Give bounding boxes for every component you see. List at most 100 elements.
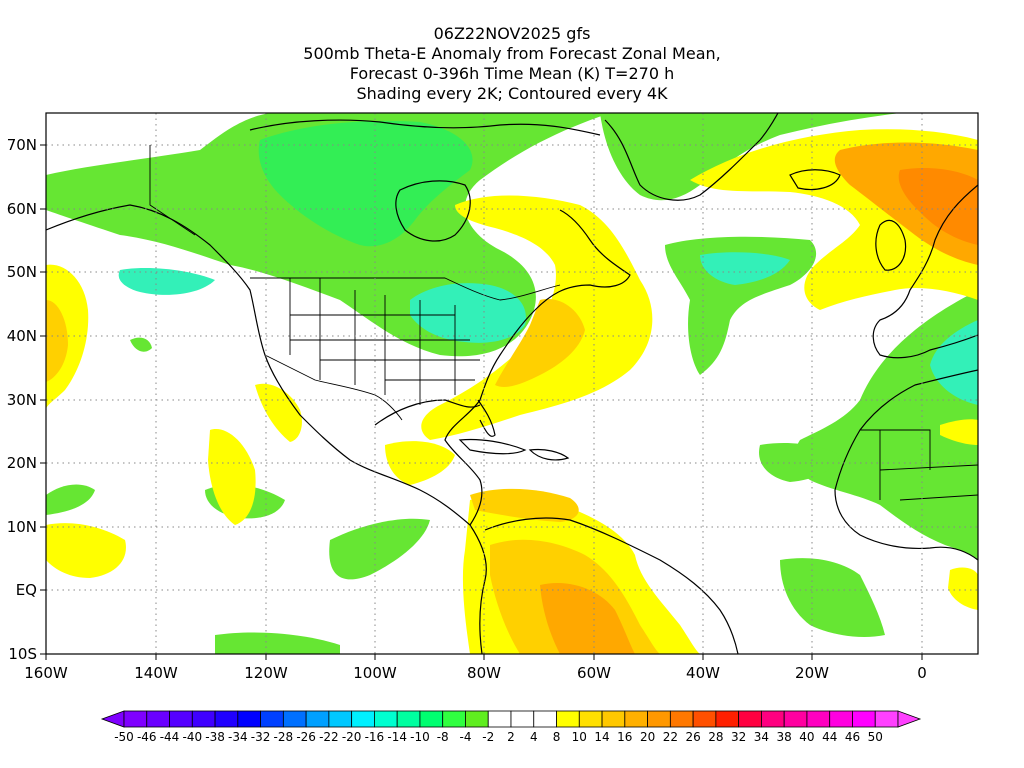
anomaly-green-pacific-c — [46, 484, 95, 515]
coast-canadian-arctic — [249, 119, 601, 136]
anomaly-yellow-pacific-south — [46, 523, 126, 578]
colorbar-label: 16 — [617, 730, 632, 744]
border-alaska — [149, 145, 196, 236]
colorbar-swatch — [396, 710, 421, 728]
colorbar-label: -32 — [251, 730, 271, 744]
colorbar-swatch — [669, 710, 694, 728]
colorbar-arrow-right — [897, 710, 922, 728]
x-axis-labels: 160W 140W 120W 100W 80W 60W 40W 20W 0 — [24, 664, 927, 682]
colorbar-label: 50 — [868, 730, 883, 744]
colorbar-label: 38 — [777, 730, 792, 744]
grid-lines — [46, 113, 978, 654]
y-tick-label: 50N — [7, 263, 37, 281]
colorbar-swatch — [624, 710, 648, 728]
anomaly-teal-greatlakes — [410, 283, 526, 343]
colorbar-label: -50 — [114, 730, 134, 744]
colorbar-label: -38 — [205, 730, 225, 744]
colorbar-label: -22 — [319, 730, 339, 744]
colorbar-swatch — [761, 710, 785, 728]
colorbar-swatch — [191, 710, 216, 728]
anomaly-green-pacific-d — [215, 632, 340, 654]
colorbar-label: 14 — [594, 730, 609, 744]
colorbar-swatch — [282, 710, 307, 728]
colorbar-swatch — [351, 710, 375, 728]
anomaly-green-africa — [794, 290, 978, 560]
anomaly-yellow-capeverde — [948, 567, 978, 610]
colorbar-swatch — [829, 710, 853, 728]
colorbar-swatch — [442, 710, 466, 728]
colorbar-swatch — [260, 710, 284, 728]
map-title: 06Z22NOV2025 gfs 500mb Theta-E Anomaly f… — [0, 24, 1024, 104]
x-tick-label: 140W — [134, 664, 178, 682]
y-tick-label: 10S — [8, 645, 37, 663]
colorbar-swatch — [419, 710, 444, 728]
colorbar-swatch — [169, 710, 193, 728]
colorbar-label: 2 — [507, 730, 515, 744]
anomaly-teal-morocco — [930, 320, 978, 405]
anomaly-orange-pacific-west — [46, 300, 68, 382]
colorbar-label: -26 — [296, 730, 316, 744]
title-line-3: Forecast 0-396h Time Mean (K) T=270 h — [349, 64, 675, 83]
anomaly-yellow-atlantic-band — [421, 195, 653, 440]
y-tick-label: 70N — [7, 136, 37, 154]
anomaly-green-pacific-e — [130, 337, 152, 352]
color-bar: -50 -46 -44 -40 -38 -34 -32 -28 -26 -22 -20 -16 -14-… — [100, 710, 922, 744]
colorbar-swatch — [465, 710, 489, 728]
y-tick-label: EQ — [16, 581, 37, 599]
colorbar-label: -8 — [437, 730, 449, 744]
anomaly-teal-midatlantic — [700, 252, 790, 285]
colorbar-swatch — [806, 710, 831, 728]
coast-hudson-bay — [395, 180, 471, 242]
colorbar-label: -10 — [410, 730, 430, 744]
colorbar-swatch — [578, 710, 603, 728]
colorbar-swatch — [715, 710, 740, 728]
plot-frame — [45, 112, 979, 655]
colorbar-label: -20 — [342, 730, 362, 744]
colorbar-label: 20 — [640, 730, 655, 744]
x-tick-label: 0 — [917, 664, 927, 682]
colorbar-label: 46 — [845, 730, 860, 744]
y-tick-label: 20N — [7, 454, 37, 472]
colorbar-swatch — [852, 710, 876, 728]
colorbar-label: -46 — [137, 730, 157, 744]
y-tick-label: 40N — [7, 327, 37, 345]
colorbar-label: -4 — [459, 730, 471, 744]
coast-greenland — [604, 113, 779, 201]
colorbar-swatch — [214, 710, 239, 728]
colorbar-swatch — [305, 710, 330, 728]
coast-south-america — [469, 517, 739, 654]
coastlines — [46, 113, 978, 654]
colorbar-label: -2 — [482, 730, 494, 744]
x-tick-label: 120W — [244, 664, 288, 682]
colorbar-label: 4 — [530, 730, 538, 744]
colorbar-swatch — [237, 710, 261, 728]
x-tick-label: 40W — [686, 664, 720, 682]
x-tick-label: 100W — [353, 664, 397, 682]
colorbar-label: 22 — [663, 730, 678, 744]
tick-marks — [40, 144, 923, 660]
colorbar-swatch — [146, 710, 170, 728]
colorbar-arrow-left — [100, 710, 125, 728]
colorbar-label: -28 — [274, 730, 294, 744]
y-tick-label: 60N — [7, 200, 37, 218]
coast-cuba — [458, 438, 527, 455]
border-us-states-grid — [289, 278, 480, 405]
coast-europe — [872, 184, 978, 359]
colorbar-label: 34 — [754, 730, 769, 744]
coast-gulf-of-mexico — [374, 399, 481, 426]
y-tick-label: 10N — [7, 518, 37, 536]
anomaly-green-darker — [258, 120, 473, 247]
colorbar-label: 32 — [731, 730, 746, 744]
colorbar-label: -40 — [182, 730, 202, 744]
title-line-1: 06Z22NOV2025 gfs — [433, 24, 591, 43]
anomaly-yellow-caribbean — [470, 488, 579, 522]
colorbar-label: -14 — [387, 730, 407, 744]
anomaly-yellow-westafrica — [940, 419, 978, 445]
colorbar-swatch — [374, 710, 398, 728]
coast-british-isles — [875, 219, 907, 271]
coast-africa — [834, 369, 978, 561]
colorbar-label: 10 — [572, 730, 587, 744]
x-tick-label: 20W — [795, 664, 829, 682]
colorbar-swatch — [487, 710, 512, 728]
